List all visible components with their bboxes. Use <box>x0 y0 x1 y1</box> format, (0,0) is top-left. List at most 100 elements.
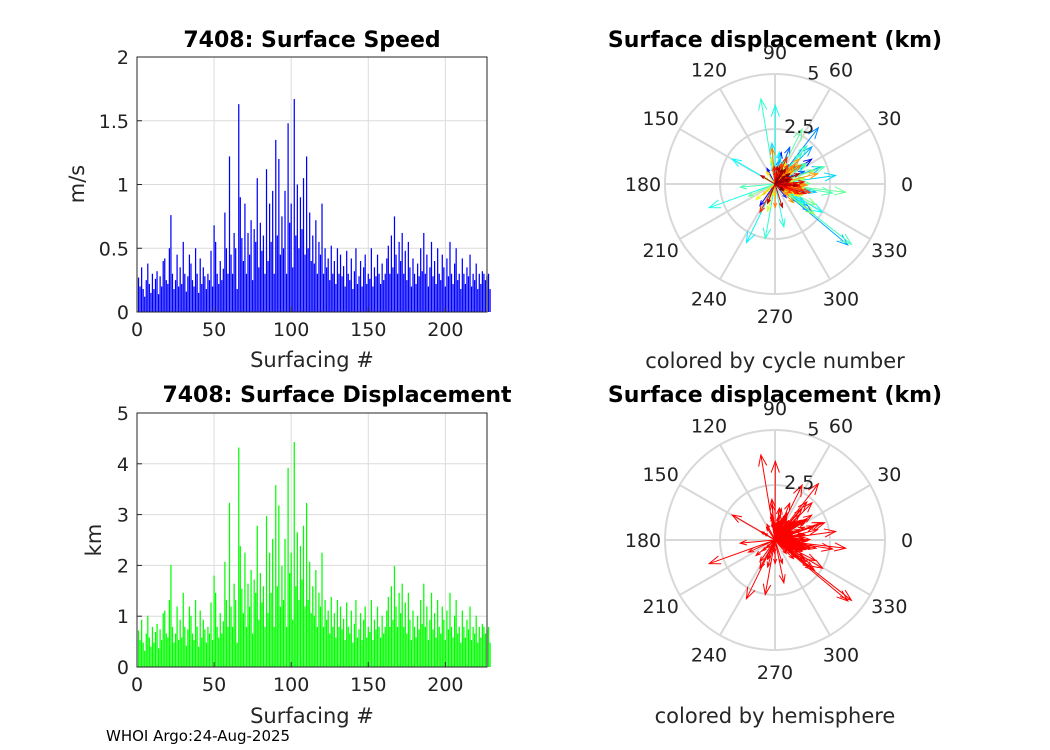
arrow-head <box>799 189 808 195</box>
bar <box>173 289 175 312</box>
bar <box>296 184 298 312</box>
bar <box>400 261 402 312</box>
polar-cycle-title: Surface displacement (km) <box>608 28 942 53</box>
bar <box>156 271 158 312</box>
bar <box>452 637 454 667</box>
bar <box>162 613 164 667</box>
bar <box>221 280 223 312</box>
bar <box>398 592 400 667</box>
bar <box>171 626 174 667</box>
arrow-head <box>769 141 776 152</box>
polar-cycle-arrows <box>707 97 853 246</box>
bar <box>282 248 285 312</box>
angle-label: 210 <box>643 240 679 262</box>
bar <box>141 267 143 312</box>
bar <box>449 241 451 312</box>
bar <box>141 619 143 667</box>
bar <box>373 267 376 312</box>
displacement-arrow <box>759 539 776 569</box>
bar <box>358 629 360 667</box>
bar <box>181 637 183 667</box>
bar <box>244 552 246 667</box>
bar <box>293 99 295 312</box>
bar <box>199 258 201 312</box>
bar <box>227 273 229 312</box>
bar <box>466 267 468 312</box>
displacement-arrow <box>760 175 776 185</box>
arrow-head <box>807 126 820 140</box>
bar <box>174 280 177 312</box>
speed-y-ticks: 0 0.5 1 1.5 2 <box>99 47 142 324</box>
arrow-head <box>799 545 808 551</box>
arrow-head <box>766 561 772 569</box>
polar-hemisphere-title: Surface displacement (km) <box>608 383 942 408</box>
bar <box>318 241 320 312</box>
angle-label: 240 <box>691 288 727 310</box>
bar <box>184 626 186 667</box>
arrow-head <box>839 589 853 602</box>
bar <box>392 619 394 667</box>
arrow-head <box>821 186 835 196</box>
bar <box>339 606 342 667</box>
bar <box>225 599 228 667</box>
arrow-head <box>784 547 790 553</box>
angle-label: 240 <box>691 644 727 666</box>
bar <box>474 633 476 667</box>
bar <box>190 263 192 312</box>
arrow-head <box>789 163 797 170</box>
bar <box>201 637 203 667</box>
angle-label: 0 <box>901 174 913 196</box>
bar <box>333 261 335 312</box>
bar <box>233 232 235 312</box>
bar <box>336 599 339 667</box>
bar <box>219 261 221 312</box>
displacement-arrow <box>774 183 784 191</box>
bar <box>309 212 311 312</box>
bar <box>342 618 345 667</box>
bar <box>333 613 335 667</box>
bar <box>188 606 191 667</box>
bar <box>157 294 160 312</box>
arrow-head <box>793 529 801 534</box>
bar <box>424 626 426 667</box>
bar <box>290 203 292 312</box>
angle-label: 120 <box>691 60 727 82</box>
bar <box>418 629 420 667</box>
bar <box>324 248 326 312</box>
bar <box>275 485 277 667</box>
arrow-head <box>772 165 777 171</box>
arrow-head <box>766 205 772 213</box>
bar <box>290 552 292 667</box>
arrow-head <box>769 497 776 508</box>
bar <box>369 278 371 312</box>
bar <box>407 592 409 667</box>
angle-label: 210 <box>643 596 679 618</box>
y-tick-label: 0.5 <box>99 238 129 260</box>
bar <box>427 640 430 667</box>
bar <box>165 280 167 312</box>
displacement-y-axis-label: km <box>82 524 106 557</box>
bar <box>366 283 368 312</box>
bar <box>201 283 203 312</box>
bar <box>335 637 337 667</box>
bar <box>379 283 382 312</box>
angle-label: 60 <box>829 60 853 82</box>
arrow-head <box>778 168 783 174</box>
bar <box>398 241 400 312</box>
bar <box>443 619 445 667</box>
arrow-head <box>761 190 767 196</box>
bar <box>194 599 197 667</box>
bar <box>162 261 164 312</box>
bar <box>167 283 169 312</box>
bar <box>480 283 482 312</box>
bar <box>302 178 305 312</box>
bar <box>255 241 257 312</box>
bar <box>208 280 211 312</box>
bar <box>356 637 359 667</box>
arrow-head <box>794 519 802 527</box>
bar <box>221 633 223 667</box>
bar <box>272 538 274 667</box>
bar <box>457 633 459 667</box>
bar <box>369 631 371 667</box>
arrow-head <box>770 459 780 473</box>
